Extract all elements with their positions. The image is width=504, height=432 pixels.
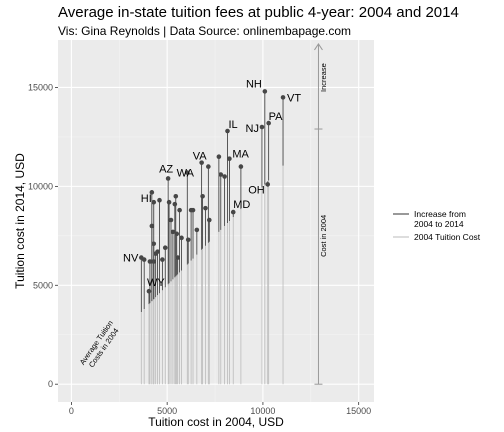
data-point xyxy=(199,160,204,165)
state-label-pa: PA xyxy=(269,111,284,123)
data-point xyxy=(174,231,180,237)
legend: Increase from 2004 to 2014 2004 Tuition Co… xyxy=(393,209,481,242)
data-point xyxy=(151,199,157,205)
data-point xyxy=(206,217,212,223)
data-point xyxy=(203,205,208,211)
data-point xyxy=(175,255,180,260)
legend-label-line: 2004 to 2014 xyxy=(414,219,464,229)
y-axis-ticks: 0 5000 10000 15000 xyxy=(28,82,58,389)
data-point xyxy=(184,170,190,175)
minor-gridlines xyxy=(58,40,374,402)
annotation: Cost in 2004 xyxy=(319,215,328,257)
legend-label: 2004 Tuition Cost xyxy=(414,232,481,242)
y-axis-title: Tuition cost in 2014, USD xyxy=(13,153,27,289)
data-point xyxy=(225,128,230,134)
x-tick-label: 0 xyxy=(69,406,74,416)
data-point xyxy=(151,241,157,247)
chart-subtitle: Vis: Gina Reynolds | Data Source: online… xyxy=(58,24,352,38)
data-point xyxy=(218,172,224,177)
legend-label: Increase from 2004 to 2014 xyxy=(414,209,466,229)
state-label-wa: WA xyxy=(177,168,195,180)
increase-segments xyxy=(140,91,284,312)
state-label-wy: WY xyxy=(147,277,165,289)
legend-label-line: 2004 Tuition Cost xyxy=(414,232,481,242)
data-points xyxy=(139,89,286,294)
data-point xyxy=(149,223,155,229)
data-point xyxy=(265,182,271,187)
state-label-md: MD xyxy=(233,199,250,211)
data-point xyxy=(149,190,155,195)
data-point xyxy=(151,259,157,264)
data-point xyxy=(206,164,211,169)
data-point xyxy=(200,193,205,199)
data-point xyxy=(157,197,162,203)
state-label-hi: HI xyxy=(141,193,152,205)
state-label-oh: OH xyxy=(248,184,265,196)
data-point xyxy=(170,229,176,235)
x-tick-label: 10000 xyxy=(250,406,275,416)
y-tick-label: 0 xyxy=(48,379,53,389)
data-point xyxy=(262,89,268,94)
x-tick-label: 15000 xyxy=(346,406,371,416)
data-point xyxy=(227,156,232,161)
y-tick-label: 15000 xyxy=(28,82,53,92)
plot-panel xyxy=(58,40,374,402)
y-tick-label: 5000 xyxy=(33,280,53,290)
state-label-il: IL xyxy=(228,119,237,131)
data-point xyxy=(168,217,174,223)
data-point xyxy=(222,174,227,179)
data-point xyxy=(172,201,178,207)
data-point xyxy=(147,259,153,264)
legend-label-line: Increase from xyxy=(414,209,466,219)
x-tick-label: 5000 xyxy=(157,406,177,416)
state-label-nv: NV xyxy=(123,253,139,265)
state-label-va: VA xyxy=(193,151,208,163)
state-label-az: AZ xyxy=(159,163,173,175)
x-axis-title: Tuition cost in 2004, USD xyxy=(148,415,284,429)
data-point xyxy=(177,207,182,213)
data-point xyxy=(166,199,172,205)
data-point xyxy=(155,249,160,254)
state-label-ma: MA xyxy=(232,149,249,161)
annotation-line: Increase xyxy=(319,63,328,92)
chart-title: Average in-state tuition fees at public … xyxy=(58,4,459,21)
bracket-arrow-head xyxy=(314,43,323,51)
state-label-nj: NJ xyxy=(246,123,259,135)
data-point xyxy=(141,257,147,262)
state-label-nh: NH xyxy=(246,78,262,90)
annotation: Increase xyxy=(319,63,328,92)
state-label-vt: VT xyxy=(287,92,301,104)
data-point xyxy=(173,193,179,199)
scale-bracket xyxy=(314,43,323,385)
annotation-line: Cost in 2004 xyxy=(319,215,328,257)
data-point xyxy=(179,235,184,241)
data-point xyxy=(194,227,200,233)
data-point xyxy=(280,95,286,100)
data-point xyxy=(185,237,191,243)
y-tick-label: 10000 xyxy=(28,181,53,191)
data-point xyxy=(165,176,171,181)
data-point xyxy=(190,207,196,213)
x-axis-ticks: 0 5000 10000 15000 xyxy=(69,402,371,416)
data-point xyxy=(162,245,168,251)
major-gridlines xyxy=(58,40,374,402)
data-point xyxy=(238,164,244,169)
data-point xyxy=(259,124,265,130)
data-point xyxy=(230,209,236,215)
base-cost-segments xyxy=(140,165,284,385)
data-point xyxy=(216,154,222,160)
data-point xyxy=(146,288,152,294)
data-point xyxy=(266,120,271,126)
data-point xyxy=(160,257,165,262)
